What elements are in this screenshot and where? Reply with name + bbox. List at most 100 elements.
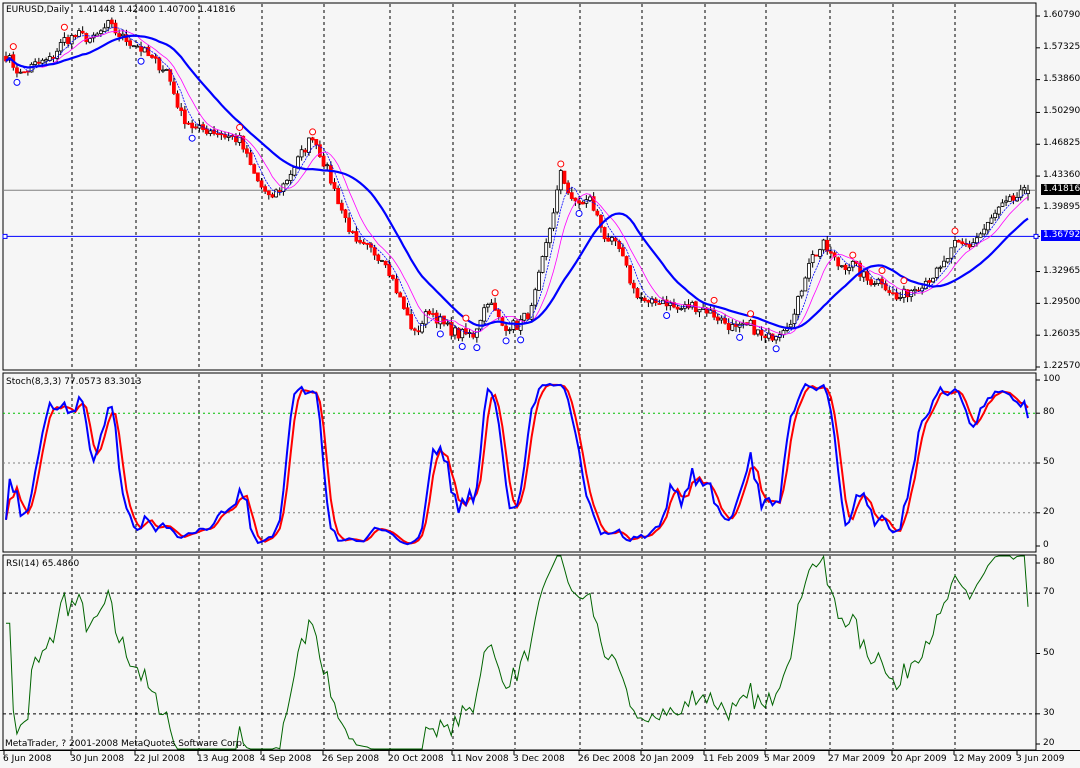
bullish-candle [482, 307, 487, 322]
bearish-candle [303, 149, 308, 153]
bearish-candle [580, 201, 585, 205]
bearish-candle [109, 19, 114, 25]
stoch-tick-label: 0 [1043, 540, 1049, 550]
bearish-candle [73, 34, 78, 38]
bearish-candle [179, 107, 184, 111]
bullish-candle [1022, 187, 1027, 191]
bullish-candle [489, 302, 494, 305]
bearish-candle [398, 292, 403, 298]
stoch-tick-label: 80 [1043, 407, 1055, 418]
bullish-candle [690, 302, 695, 308]
price-tick-label: 1.57325 [1043, 41, 1080, 52]
bearish-candle [117, 33, 122, 37]
price-tick-label: 1.22570 [1043, 361, 1080, 371]
bullish-candle [839, 265, 844, 268]
bullish-candle [810, 254, 815, 264]
bearish-candle [602, 227, 607, 240]
bullish-candle [55, 50, 59, 59]
bearish-candle [617, 240, 622, 250]
bullish-candle [1015, 197, 1019, 202]
bearish-candle [150, 54, 154, 58]
bearish-candle [317, 144, 322, 157]
bearish-candle [843, 264, 848, 271]
bearish-candle [223, 134, 227, 138]
bearish-candle [409, 314, 414, 330]
fractal-up-marker [710, 296, 718, 304]
bullish-candle [803, 277, 808, 292]
bullish-candle [142, 47, 147, 53]
ma-fast-dotted-line [5, 26, 1029, 338]
bullish-candle [135, 45, 140, 48]
bullish-candle [898, 296, 903, 299]
bullish-candle [982, 228, 987, 235]
rsi-panel-frame [2, 554, 1037, 751]
fractal-down-marker [517, 336, 525, 344]
bearish-candle [427, 310, 432, 315]
bullish-candle [547, 228, 552, 244]
bullish-candle [544, 242, 549, 257]
fractal-down-marker [137, 57, 145, 65]
price-tick-label: 1.26035 [1043, 329, 1080, 340]
bearish-candle [905, 289, 910, 298]
bearish-candle [442, 315, 446, 325]
bullish-candle [292, 167, 297, 176]
bearish-candle [186, 122, 191, 125]
bearish-candle [244, 148, 249, 154]
stoch-main-value: 77.0573 [64, 377, 102, 387]
bearish-candle [182, 109, 187, 125]
stoch-tick-label: 20 [1043, 506, 1055, 517]
bullish-candle [792, 313, 797, 324]
fractal-up-marker [491, 289, 499, 297]
bullish-candle [511, 320, 516, 330]
x-tick-label: 30 Jun 2008 [70, 754, 125, 764]
bullish-candle [1004, 200, 1008, 203]
bearish-candle [566, 182, 570, 194]
fractal-up-marker [236, 123, 244, 131]
bullish-candle [208, 130, 213, 134]
copyright-text: MetaTrader, ? 2001-2008 MetaQuotes Softw… [5, 739, 245, 749]
bullish-candle [131, 45, 136, 48]
current-price-tag: 1.41816 [1041, 184, 1080, 196]
bearish-candle [504, 325, 508, 331]
bullish-candle [226, 135, 231, 138]
bearish-candle [883, 283, 888, 291]
bearish-candle [277, 190, 282, 192]
bearish-candle [471, 332, 476, 338]
rsi-tick-label: 30 [1043, 707, 1055, 718]
bullish-candle [507, 329, 512, 332]
bearish-candle [171, 81, 176, 94]
bullish-candle [788, 323, 793, 328]
bearish-candle [193, 126, 198, 129]
fractal-up-marker [951, 227, 959, 235]
bullish-candle [438, 316, 443, 325]
bullish-candle [799, 290, 804, 297]
bearish-candle [168, 69, 173, 82]
bearish-candle [628, 265, 633, 284]
bearish-candle [927, 280, 932, 283]
bearish-candle [36, 61, 41, 64]
bullish-candle [588, 196, 592, 201]
x-tick-label: 26 Dec 2008 [578, 754, 636, 764]
bearish-candle [865, 271, 870, 281]
bullish-candle [551, 212, 556, 229]
bearish-candle [128, 40, 133, 46]
bullish-candle [1007, 196, 1012, 202]
bullish-candle [120, 33, 125, 37]
x-tick-label: 12 May 2009 [953, 754, 1012, 764]
bearish-candle [372, 247, 377, 256]
bullish-candle [62, 37, 67, 43]
fractal-up-marker [557, 160, 565, 168]
bullish-candle [420, 323, 425, 333]
x-tick-label: 3 Dec 2008 [513, 754, 565, 764]
bearish-candle [449, 322, 454, 336]
bearish-candle [887, 290, 892, 293]
rsi-tick-label: 20 [1043, 738, 1055, 748]
x-tick-label: 6 Jun 2008 [3, 754, 52, 764]
bearish-candle [577, 200, 581, 204]
bearish-candle [606, 237, 611, 242]
bullish-candle [307, 137, 311, 153]
bullish-candle [274, 189, 279, 198]
bullish-candle [774, 336, 779, 341]
fractal-up-marker [9, 43, 17, 51]
